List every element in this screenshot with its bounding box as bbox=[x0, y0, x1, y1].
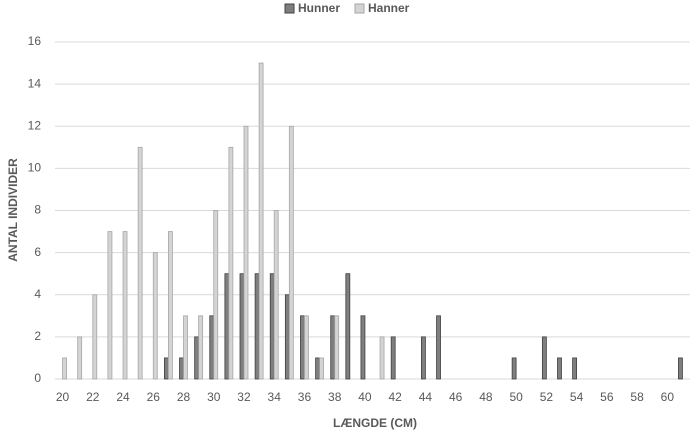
bar bbox=[436, 315, 441, 380]
y-tick-label: 2 bbox=[34, 329, 41, 343]
x-tick-label: 26 bbox=[147, 390, 161, 404]
bar bbox=[390, 336, 396, 380]
x-tick-label: 44 bbox=[419, 390, 433, 404]
bar bbox=[239, 273, 245, 380]
legend-swatch bbox=[354, 3, 365, 14]
bar bbox=[152, 252, 158, 380]
x-tick-label: 48 bbox=[479, 390, 493, 404]
bar bbox=[183, 315, 188, 380]
bar bbox=[122, 231, 128, 380]
x-tick-label: 36 bbox=[298, 390, 312, 404]
legend-swatch bbox=[284, 3, 295, 14]
bar bbox=[315, 357, 320, 380]
bar bbox=[345, 273, 351, 380]
x-tick-label: 32 bbox=[237, 390, 251, 404]
y-tick-label: 16 bbox=[28, 34, 42, 48]
bar bbox=[678, 357, 683, 380]
bar bbox=[224, 273, 230, 380]
y-tick-label: 4 bbox=[34, 287, 41, 301]
bar bbox=[62, 357, 67, 380]
bar bbox=[77, 336, 83, 380]
x-tick-label: 22 bbox=[86, 390, 100, 404]
y-tick-label: 6 bbox=[34, 245, 41, 259]
bar bbox=[288, 125, 294, 380]
bar bbox=[379, 336, 385, 380]
bar bbox=[541, 336, 547, 380]
bar bbox=[421, 336, 426, 380]
bar bbox=[334, 315, 340, 380]
x-tick-label: 38 bbox=[328, 390, 342, 404]
y-tick-label: 10 bbox=[28, 161, 42, 175]
bar bbox=[209, 315, 215, 380]
x-tick-label: 28 bbox=[177, 390, 191, 404]
bar bbox=[284, 294, 290, 380]
x-tick-label: 56 bbox=[600, 390, 614, 404]
x-tick-label: 40 bbox=[358, 390, 372, 404]
bar bbox=[360, 315, 366, 380]
y-tick-label: 14 bbox=[28, 76, 42, 90]
x-tick-label: 54 bbox=[570, 390, 584, 404]
x-tick-label: 58 bbox=[630, 390, 644, 404]
bar bbox=[167, 231, 173, 380]
x-tick-label: 52 bbox=[540, 390, 554, 404]
bar bbox=[572, 357, 578, 380]
bar bbox=[300, 315, 305, 380]
x-tick-label: 34 bbox=[268, 390, 282, 404]
bar bbox=[243, 125, 249, 380]
x-tick-label: 60 bbox=[661, 390, 675, 404]
bar bbox=[92, 294, 98, 380]
x-tick-label: 46 bbox=[449, 390, 463, 404]
bar bbox=[163, 357, 169, 380]
bar bbox=[179, 357, 184, 380]
legend-label: Hanner bbox=[368, 1, 410, 15]
y-tick-label: 8 bbox=[34, 203, 41, 217]
bar bbox=[511, 357, 517, 380]
y-tick-label: 12 bbox=[28, 118, 42, 132]
bar bbox=[213, 210, 219, 380]
bar bbox=[107, 231, 113, 380]
bar bbox=[198, 315, 204, 380]
bar bbox=[330, 315, 336, 380]
x-axis-label: LÆNGDE (CM) bbox=[333, 416, 417, 430]
bar bbox=[304, 315, 309, 380]
x-tick-label: 24 bbox=[116, 390, 130, 404]
bar bbox=[557, 357, 562, 380]
bar bbox=[258, 62, 264, 380]
x-tick-label: 50 bbox=[509, 390, 523, 404]
bar bbox=[137, 146, 143, 380]
y-tick-label: 0 bbox=[34, 371, 41, 385]
bar bbox=[319, 357, 324, 380]
bar bbox=[273, 210, 279, 380]
bar bbox=[194, 336, 200, 380]
y-axis-label: ANTAL INDIVIDER bbox=[6, 158, 20, 262]
bar bbox=[254, 273, 260, 380]
x-tick-label: 20 bbox=[56, 390, 70, 404]
x-tick-label: 30 bbox=[207, 390, 221, 404]
legend-label: Hunner bbox=[298, 1, 340, 15]
x-tick-label: 42 bbox=[388, 390, 402, 404]
bar bbox=[269, 273, 275, 380]
bar bbox=[228, 146, 234, 380]
